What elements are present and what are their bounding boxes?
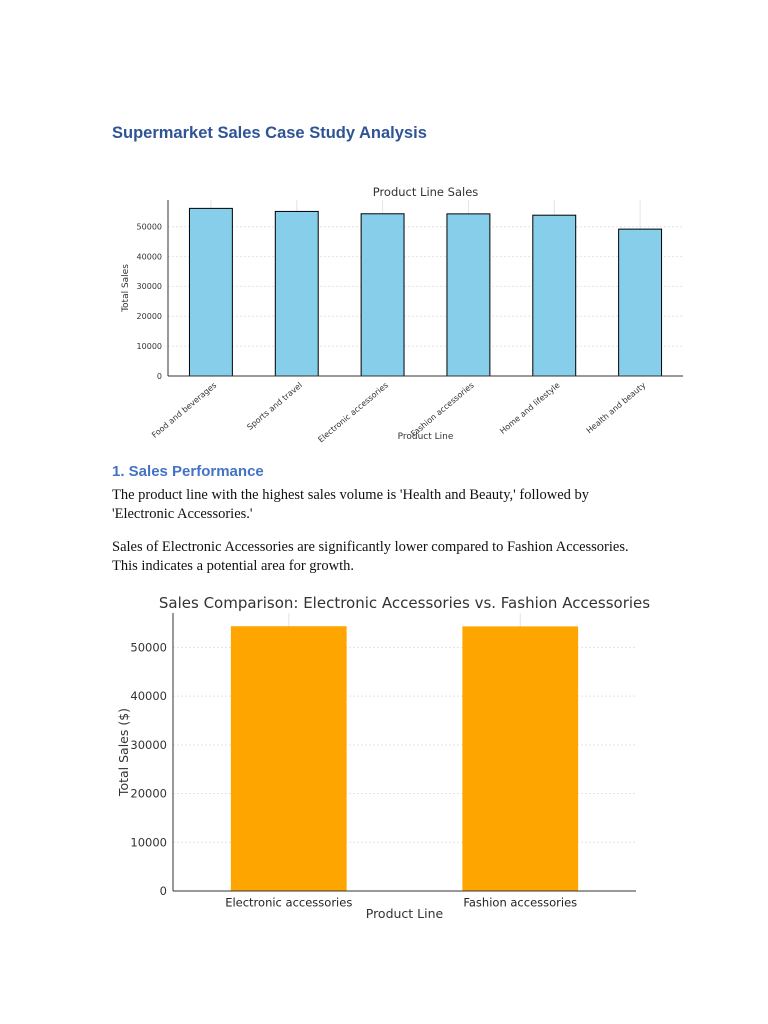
bar bbox=[446, 213, 491, 377]
x-axis-label: Product Line bbox=[366, 906, 444, 921]
bar bbox=[230, 626, 347, 891]
chart-title: Product Line Sales bbox=[373, 185, 479, 199]
y-tick-label: 0 bbox=[157, 372, 162, 381]
paragraph-1: The product line with the highest sales … bbox=[112, 486, 672, 524]
bar bbox=[360, 213, 405, 377]
x-tick-label: Sports and travel bbox=[245, 381, 304, 432]
y-tick-label: 40000 bbox=[130, 689, 167, 703]
paragraph-2-line-1: Sales of Electronic Accessories are sign… bbox=[112, 539, 629, 555]
x-tick-label: Food and beverages bbox=[150, 381, 218, 440]
y-tick-label: 10000 bbox=[137, 342, 162, 351]
y-axis-label: Total Sales ($) bbox=[116, 708, 131, 797]
bar bbox=[462, 626, 579, 891]
y-tick-label: 0 bbox=[160, 884, 167, 898]
x-tick-label: Fashion accessories bbox=[463, 896, 577, 910]
x-tick-label: Health and beauty bbox=[585, 380, 648, 435]
x-axis-label: Product Line bbox=[398, 432, 454, 442]
x-tick-label: Electronic accessories bbox=[225, 896, 352, 910]
document-title: Supermarket Sales Case Study Analysis bbox=[112, 124, 427, 142]
y-tick-label: 20000 bbox=[130, 787, 167, 801]
y-tick-label: 30000 bbox=[137, 282, 162, 291]
paragraph-1-line-1: The product line with the highest sales … bbox=[112, 487, 590, 503]
y-tick-label: 10000 bbox=[130, 835, 167, 849]
chart-title: Sales Comparison: Electronic Accessories… bbox=[159, 594, 650, 612]
bar bbox=[188, 207, 233, 377]
bar bbox=[532, 214, 577, 377]
bar bbox=[274, 210, 319, 377]
x-tick-label: Electronic accessories bbox=[316, 381, 390, 445]
x-tick-label: Home and lifestyle bbox=[498, 381, 561, 436]
paragraph-2: Sales of Electronic Accessories are sign… bbox=[112, 538, 672, 576]
y-tick-label: 50000 bbox=[137, 223, 162, 232]
paragraph-1-line-2: 'Electronic Accessories.' bbox=[112, 506, 253, 522]
paragraph-2-line-2: This indicates a potential area for grow… bbox=[112, 558, 354, 574]
x-tick-label: Fashion accessories bbox=[409, 381, 475, 439]
section-heading-sales-performance: 1. Sales Performance bbox=[112, 463, 264, 480]
y-axis-label: Total Sales bbox=[121, 264, 131, 313]
y-tick-label: 30000 bbox=[130, 738, 167, 752]
y-tick-label: 40000 bbox=[137, 252, 162, 261]
product-line-sales-chart: 0 10000 20000 30000 40000 50000 Food and bever… bbox=[121, 185, 683, 445]
y-tick-label: 20000 bbox=[137, 312, 162, 321]
y-tick-label: 50000 bbox=[130, 640, 167, 654]
bar bbox=[618, 228, 663, 377]
